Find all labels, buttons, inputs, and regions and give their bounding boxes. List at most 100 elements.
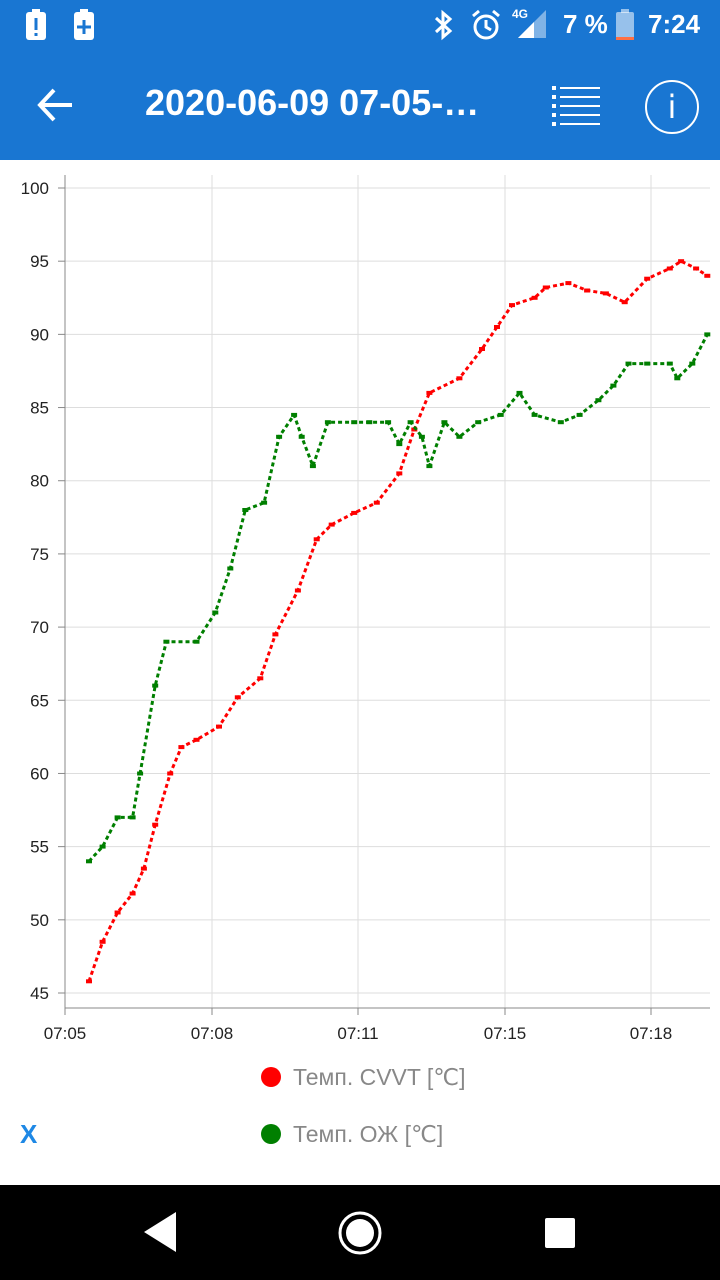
data-point: [193, 639, 200, 644]
data-point: [178, 745, 185, 750]
data-point: [557, 420, 564, 425]
data-point: [666, 266, 673, 271]
bluetooth-icon: [434, 9, 453, 41]
axes: 45 50 55 60 65 70 75 80 85 90 95 100 07:05 07:08 07:11…: [21, 175, 710, 1043]
info-icon[interactable]: i: [645, 80, 699, 134]
back-nav-icon[interactable]: [140, 1210, 180, 1254]
data-point: [565, 281, 572, 286]
list-icon[interactable]: [548, 82, 604, 128]
data-point: [324, 420, 331, 425]
y-tick-label: 95: [30, 252, 49, 271]
data-point: [407, 420, 414, 425]
y-tick-label: 80: [30, 472, 49, 491]
data-point: [595, 398, 602, 403]
legend-marker-coolant: [261, 1124, 281, 1144]
legend-label-coolant: Темп. ОЖ [℃]: [293, 1121, 443, 1147]
temperature-chart: 45 50 55 60 65 70 75 80 85 90 95 100 07:05 07:08 07:11…: [21, 175, 711, 1147]
recents-nav-icon[interactable]: [544, 1217, 576, 1249]
data-point: [426, 464, 433, 469]
data-point: [152, 822, 159, 827]
data-point: [129, 891, 136, 896]
data-point: [114, 815, 121, 820]
y-tick-label: 45: [30, 984, 49, 1003]
data-point: [163, 639, 170, 644]
y-tick-label: 55: [30, 838, 49, 857]
data-point: [257, 676, 264, 681]
data-point: [313, 537, 320, 542]
data-point: [531, 295, 538, 300]
data-point: [328, 522, 335, 527]
data-point: [86, 859, 92, 864]
data-point: [509, 303, 515, 308]
grid: [64, 175, 710, 1008]
data-point: [625, 361, 632, 366]
clock: 7:24: [648, 9, 701, 39]
x-tick-label: 07:11: [337, 1024, 378, 1043]
data-point: [441, 420, 448, 425]
data-point: [137, 771, 144, 776]
data-point: [193, 737, 200, 742]
battery-plus-icon: [74, 9, 94, 40]
data-point: [610, 383, 617, 388]
data-point: [396, 442, 403, 447]
series-line-coolant: [87, 333, 709, 863]
alert-icon: [26, 9, 46, 40]
data-point: [373, 500, 380, 505]
data-point: [479, 347, 485, 351]
status-bar: 4G 7 % 7:24: [0, 0, 720, 50]
legend-marker-cvvt: [261, 1067, 281, 1087]
y-tick-label: 90: [30, 325, 49, 344]
data-point: [366, 420, 373, 425]
y-tick-label: 85: [30, 399, 49, 418]
data-point: [602, 291, 609, 296]
data-point: [689, 361, 696, 366]
y-tick-label: 100: [21, 179, 49, 198]
legend-label-cvvt: Темп. CVVT [℃]: [293, 1064, 466, 1090]
page-title: 2020-06-09 07-05-…: [145, 82, 480, 123]
data-point: [309, 464, 316, 469]
data-point: [418, 434, 425, 439]
home-nav-icon[interactable]: [337, 1210, 383, 1256]
data-point: [242, 508, 249, 512]
data-point: [216, 724, 222, 729]
x-tick-label: 07:05: [44, 1024, 87, 1043]
data-point: [272, 632, 279, 637]
x-tick-label: 07:15: [484, 1024, 527, 1043]
battery-percent: 7 %: [563, 9, 608, 39]
data-point: [674, 376, 681, 381]
data-point: [693, 266, 700, 271]
data-point: [542, 285, 549, 290]
data-point: [666, 361, 673, 366]
y-tick-label: 75: [30, 545, 49, 564]
data-point: [99, 939, 106, 944]
data-point: [396, 471, 403, 476]
data-point: [584, 288, 591, 293]
back-arrow-icon[interactable]: [30, 82, 80, 128]
data-point: [704, 273, 711, 278]
data-point: [212, 610, 219, 615]
legend: Темп. CVVT [℃] Темп. ОЖ [℃]: [261, 1064, 466, 1147]
alarm-icon: [472, 9, 500, 40]
data-point: [261, 500, 268, 505]
data-point: [152, 683, 159, 688]
navigation-bar: [0, 1185, 720, 1280]
data-point: [351, 510, 358, 515]
series-line-cvvt: [87, 259, 709, 982]
signal-icon: [518, 10, 546, 38]
data-point: [114, 910, 121, 915]
close-chart-button[interactable]: X: [20, 1119, 38, 1149]
data-point: [167, 771, 174, 776]
data-point: [576, 412, 583, 417]
data-point: [456, 376, 463, 381]
data-point: [456, 434, 463, 439]
x-tick-label: 07:08: [191, 1024, 234, 1043]
data-point: [129, 815, 136, 820]
data-point: [411, 427, 418, 432]
data-point: [678, 259, 685, 264]
data-point: [86, 979, 92, 984]
data-point: [140, 866, 147, 871]
app-bar: 2020-06-09 07-05-… i: [0, 50, 720, 160]
series: [86, 259, 711, 984]
data-point: [644, 276, 651, 281]
data-point: [475, 420, 482, 425]
